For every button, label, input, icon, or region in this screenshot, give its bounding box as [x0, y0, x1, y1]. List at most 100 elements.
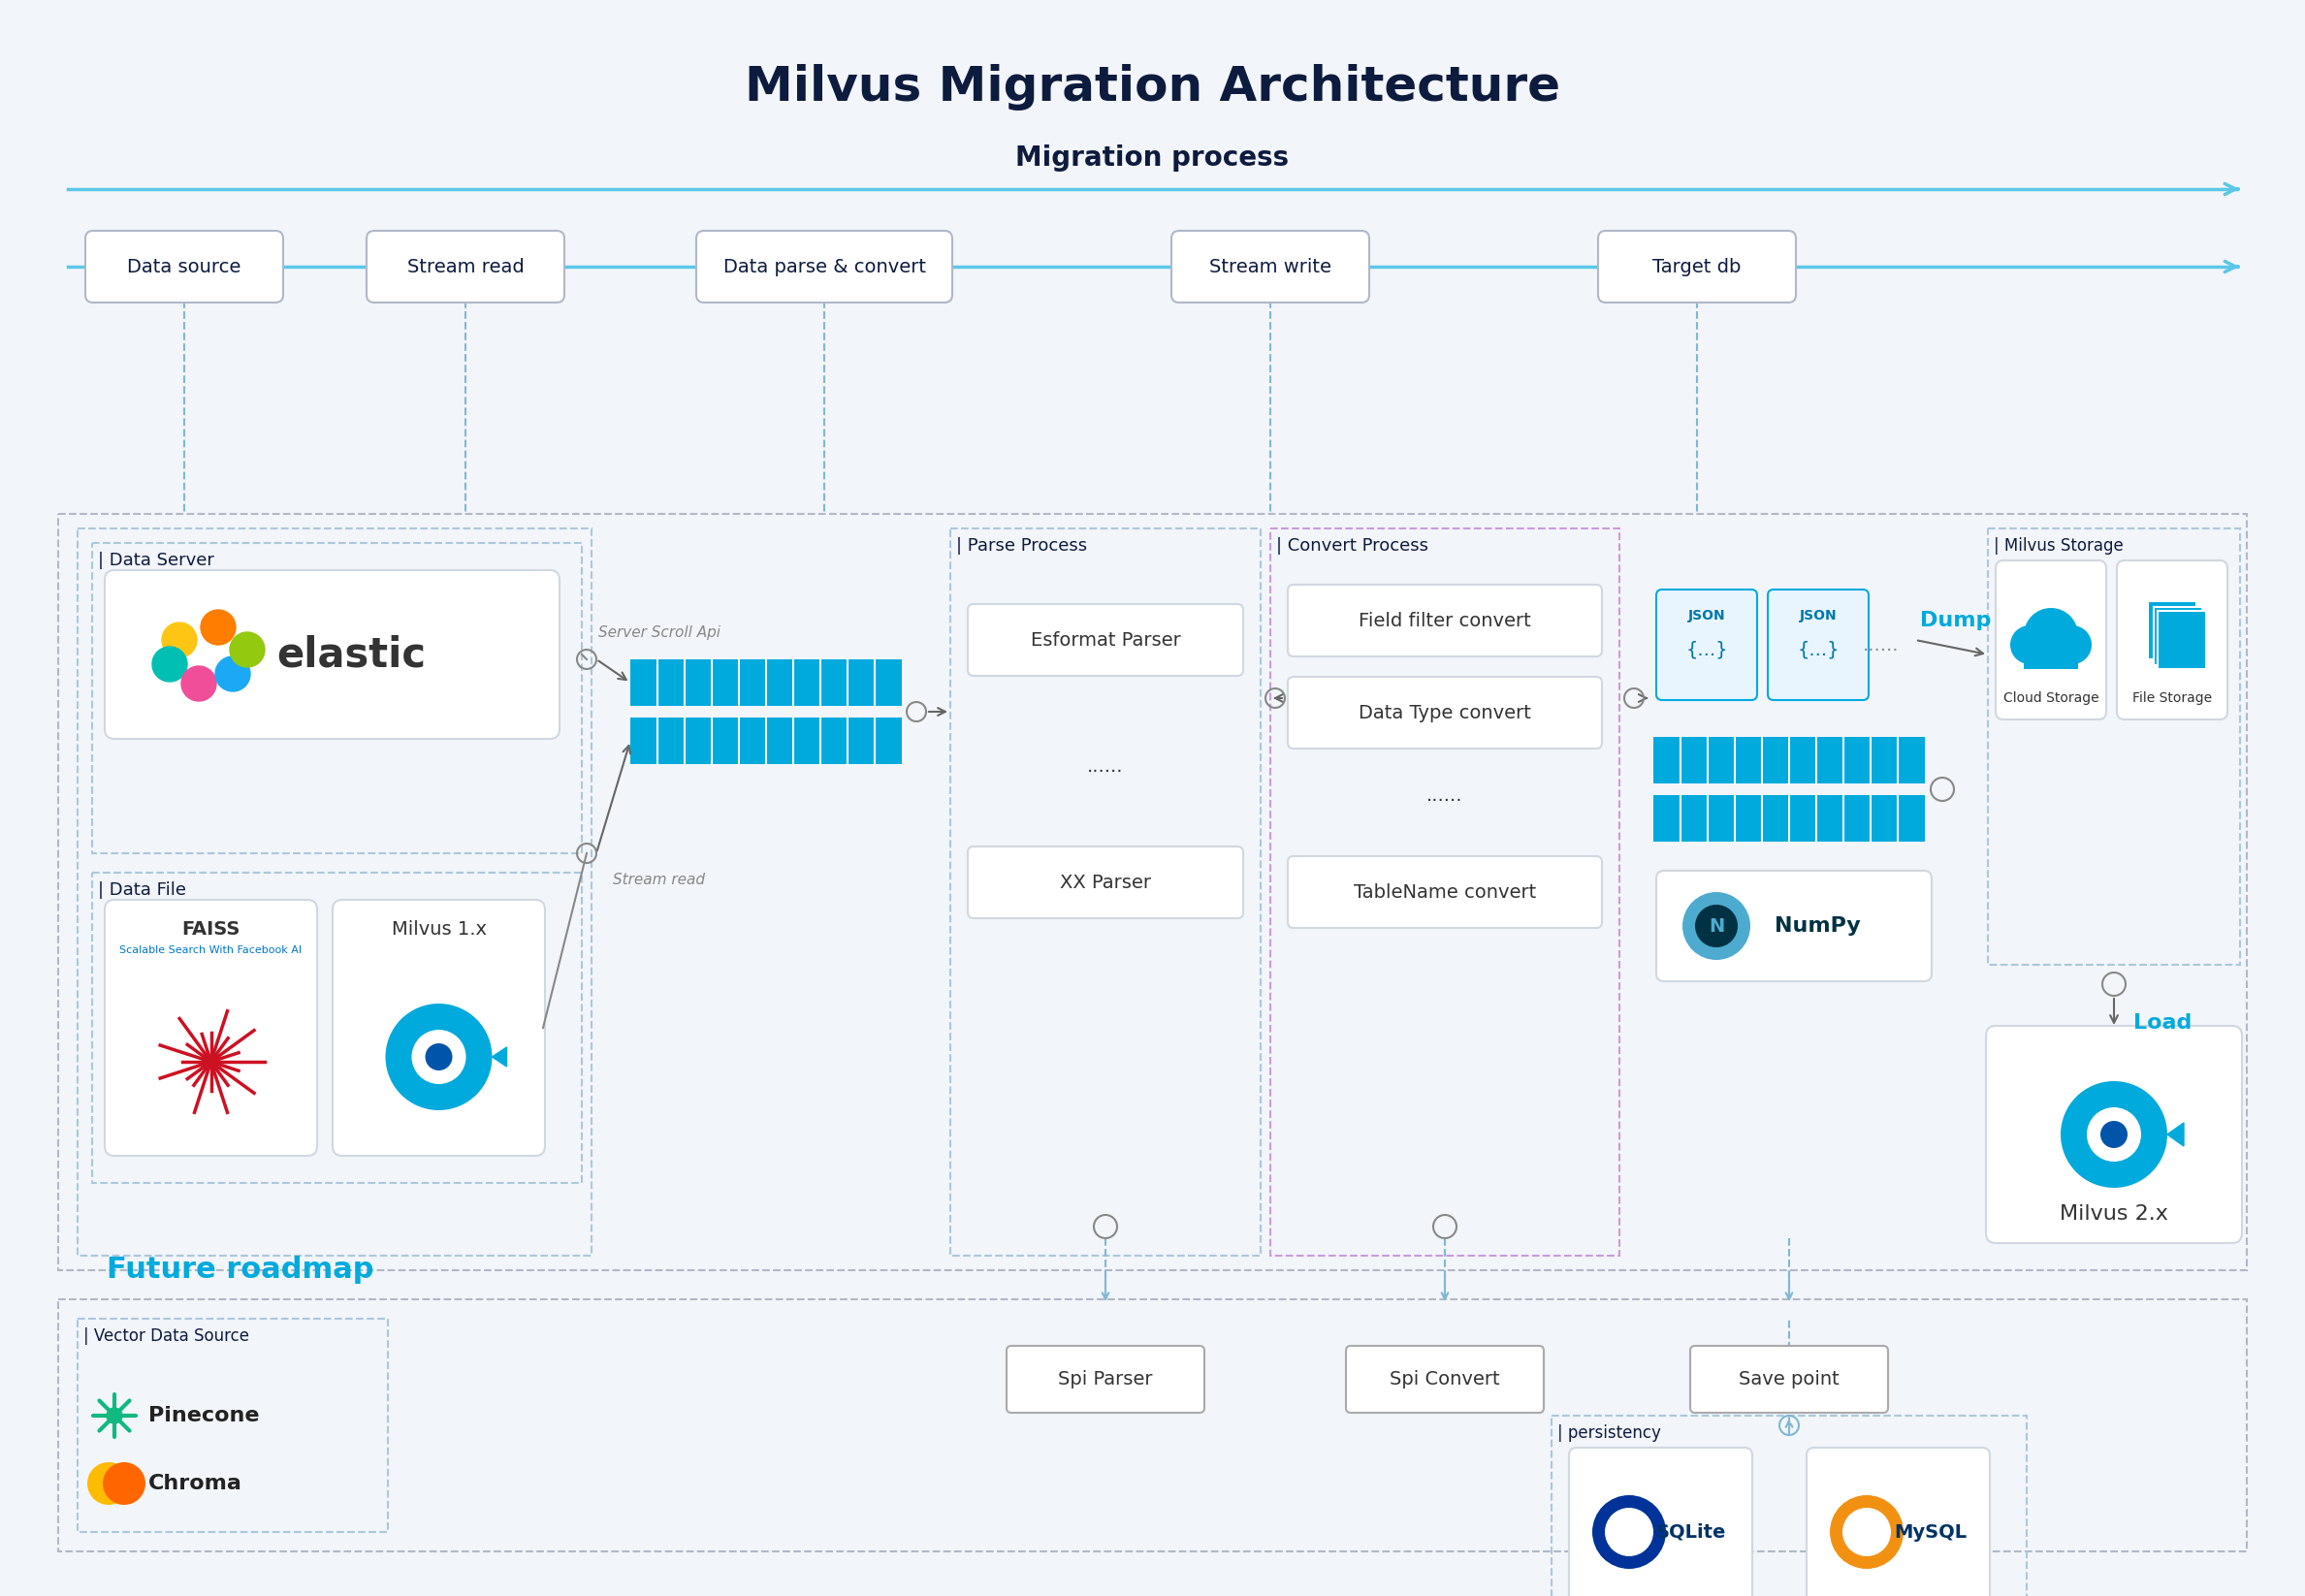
- Text: | Vector Data Source: | Vector Data Source: [83, 1328, 249, 1345]
- Text: Spi Parser: Spi Parser: [1058, 1369, 1152, 1389]
- FancyBboxPatch shape: [366, 231, 565, 303]
- Circle shape: [2024, 608, 2079, 662]
- Text: | Milvus Storage: | Milvus Storage: [1994, 538, 2123, 555]
- Text: elastic: elastic: [277, 634, 426, 675]
- Text: Chroma: Chroma: [148, 1473, 242, 1494]
- Bar: [92, 543, 581, 854]
- Text: NumPy: NumPy: [1775, 916, 1860, 935]
- Text: Esformat Parser: Esformat Parser: [1030, 630, 1180, 650]
- FancyBboxPatch shape: [2116, 560, 2227, 720]
- Text: XX Parser: XX Parser: [1060, 873, 1150, 892]
- Text: ......: ......: [1088, 757, 1123, 776]
- Circle shape: [214, 656, 251, 691]
- Text: Data source: Data source: [127, 257, 242, 276]
- FancyBboxPatch shape: [1690, 1345, 1888, 1412]
- Circle shape: [1593, 1495, 1667, 1569]
- Text: FAISS: FAISS: [182, 919, 240, 938]
- Text: ......: ......: [1427, 785, 1464, 804]
- FancyBboxPatch shape: [1987, 1026, 2243, 1243]
- FancyBboxPatch shape: [104, 900, 318, 1156]
- Text: JSON: JSON: [1687, 610, 1726, 622]
- Circle shape: [2100, 1120, 2128, 1148]
- FancyBboxPatch shape: [1807, 1448, 1989, 1596]
- Text: Stream write: Stream write: [1210, 257, 1332, 276]
- Text: Scalable Search With Facebook AI: Scalable Search With Facebook AI: [120, 945, 302, 954]
- Polygon shape: [2167, 1124, 2183, 1146]
- Bar: [92, 873, 581, 1183]
- Circle shape: [106, 1408, 122, 1424]
- Text: Migration process: Migration process: [1017, 145, 1288, 172]
- Text: File Storage: File Storage: [2132, 691, 2213, 705]
- Circle shape: [1683, 892, 1749, 959]
- Text: Cloud Storage: Cloud Storage: [2003, 691, 2100, 705]
- FancyBboxPatch shape: [332, 900, 544, 1156]
- Text: Data parse & convert: Data parse & convert: [724, 257, 927, 276]
- Bar: [1987, 528, 2240, 964]
- FancyBboxPatch shape: [1570, 1448, 1752, 1596]
- Text: | Data File: | Data File: [97, 881, 187, 899]
- Bar: [58, 1299, 2247, 1551]
- Text: JSON: JSON: [1800, 610, 1837, 622]
- Text: Milvus Migration Architecture: Milvus Migration Architecture: [745, 64, 1560, 110]
- Circle shape: [182, 666, 217, 701]
- FancyBboxPatch shape: [968, 603, 1242, 675]
- Bar: [78, 528, 592, 1256]
- FancyBboxPatch shape: [1657, 589, 1756, 701]
- Text: Save point: Save point: [1738, 1369, 1839, 1389]
- Circle shape: [2010, 626, 2049, 664]
- Text: | Data Server: | Data Server: [97, 552, 214, 570]
- FancyBboxPatch shape: [1346, 1345, 1544, 1412]
- FancyBboxPatch shape: [2157, 611, 2206, 669]
- Circle shape: [230, 632, 265, 667]
- Text: Target db: Target db: [1653, 257, 1740, 276]
- Text: Milvus 2.x: Milvus 2.x: [2061, 1205, 2169, 1224]
- Bar: [1653, 737, 1925, 784]
- Bar: [58, 514, 2247, 1270]
- Text: Load: Load: [2134, 1013, 2192, 1033]
- Circle shape: [88, 1462, 129, 1505]
- FancyBboxPatch shape: [1597, 231, 1796, 303]
- Text: SQLite: SQLite: [1657, 1523, 1726, 1542]
- Text: Future roadmap: Future roadmap: [106, 1256, 373, 1285]
- FancyBboxPatch shape: [1768, 589, 1869, 701]
- Text: | Convert Process: | Convert Process: [1277, 538, 1429, 555]
- FancyBboxPatch shape: [1996, 560, 2107, 720]
- Text: TableName convert: TableName convert: [1353, 883, 1535, 902]
- FancyBboxPatch shape: [2148, 602, 2197, 659]
- Bar: [629, 718, 901, 764]
- Circle shape: [1694, 905, 1738, 948]
- Text: {...}: {...}: [1798, 640, 1839, 659]
- Bar: [78, 1318, 387, 1532]
- Text: Spi Convert: Spi Convert: [1390, 1369, 1501, 1389]
- Circle shape: [1830, 1495, 1904, 1569]
- Circle shape: [161, 622, 196, 658]
- FancyBboxPatch shape: [968, 846, 1242, 918]
- FancyBboxPatch shape: [104, 570, 560, 739]
- Text: Stream read: Stream read: [408, 257, 523, 276]
- Bar: [950, 528, 1261, 1256]
- Text: N: N: [1708, 916, 1724, 935]
- Circle shape: [2054, 626, 2091, 664]
- Circle shape: [2086, 1108, 2141, 1162]
- Circle shape: [201, 610, 235, 645]
- Polygon shape: [493, 1047, 507, 1066]
- Bar: [2024, 645, 2079, 669]
- Circle shape: [413, 1029, 466, 1084]
- FancyBboxPatch shape: [1288, 855, 1602, 927]
- FancyBboxPatch shape: [2153, 606, 2201, 666]
- Circle shape: [1604, 1508, 1653, 1556]
- FancyBboxPatch shape: [85, 231, 284, 303]
- Circle shape: [2061, 1080, 2167, 1187]
- Text: ......: ......: [1862, 635, 1899, 654]
- Bar: [1653, 795, 1925, 841]
- Text: Stream read: Stream read: [613, 873, 705, 887]
- Bar: [629, 659, 901, 705]
- FancyBboxPatch shape: [1171, 231, 1369, 303]
- FancyBboxPatch shape: [696, 231, 952, 303]
- FancyBboxPatch shape: [1007, 1345, 1206, 1412]
- Circle shape: [152, 646, 187, 681]
- Text: Dump: Dump: [1920, 611, 1992, 630]
- Circle shape: [385, 1004, 493, 1111]
- Circle shape: [1842, 1508, 1890, 1556]
- Text: Pinecone: Pinecone: [148, 1406, 260, 1425]
